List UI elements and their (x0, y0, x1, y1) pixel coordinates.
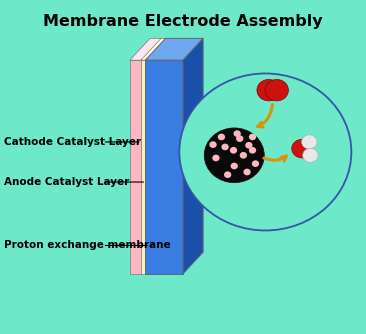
Circle shape (207, 131, 259, 179)
Circle shape (209, 141, 217, 148)
Text: Membrane Electrode Assembly: Membrane Electrode Assembly (43, 14, 323, 29)
Polygon shape (141, 38, 167, 60)
Polygon shape (145, 60, 183, 274)
Circle shape (252, 160, 259, 167)
Polygon shape (130, 60, 142, 274)
Polygon shape (130, 38, 162, 60)
Circle shape (220, 144, 235, 158)
Circle shape (302, 135, 317, 149)
Polygon shape (146, 38, 167, 274)
Circle shape (243, 169, 251, 175)
Circle shape (179, 73, 351, 230)
Circle shape (204, 128, 264, 183)
Circle shape (218, 134, 225, 140)
Circle shape (249, 134, 256, 140)
Circle shape (217, 141, 240, 162)
Circle shape (214, 139, 245, 166)
Circle shape (224, 171, 231, 178)
Circle shape (221, 144, 229, 150)
Text: Anode Catalyst Layer: Anode Catalyst Layer (4, 177, 129, 187)
Circle shape (234, 130, 241, 137)
Circle shape (245, 142, 253, 149)
Circle shape (212, 136, 250, 170)
Circle shape (212, 155, 220, 161)
Circle shape (204, 128, 264, 183)
Circle shape (303, 148, 318, 162)
Circle shape (236, 135, 243, 142)
Circle shape (292, 139, 312, 158)
Polygon shape (142, 38, 162, 274)
Circle shape (257, 79, 280, 101)
Polygon shape (141, 60, 146, 274)
FancyArrowPatch shape (264, 156, 286, 161)
Circle shape (265, 79, 288, 101)
Circle shape (249, 147, 256, 154)
FancyArrowPatch shape (258, 105, 272, 127)
Circle shape (240, 152, 247, 159)
Text: Proton exchange membrane: Proton exchange membrane (4, 240, 170, 250)
Circle shape (209, 133, 254, 174)
Circle shape (231, 163, 238, 169)
Polygon shape (145, 38, 203, 60)
Text: Cathode Catalyst Layer: Cathode Catalyst Layer (4, 137, 141, 147)
Polygon shape (183, 38, 203, 274)
Circle shape (223, 147, 230, 154)
Circle shape (230, 147, 237, 154)
